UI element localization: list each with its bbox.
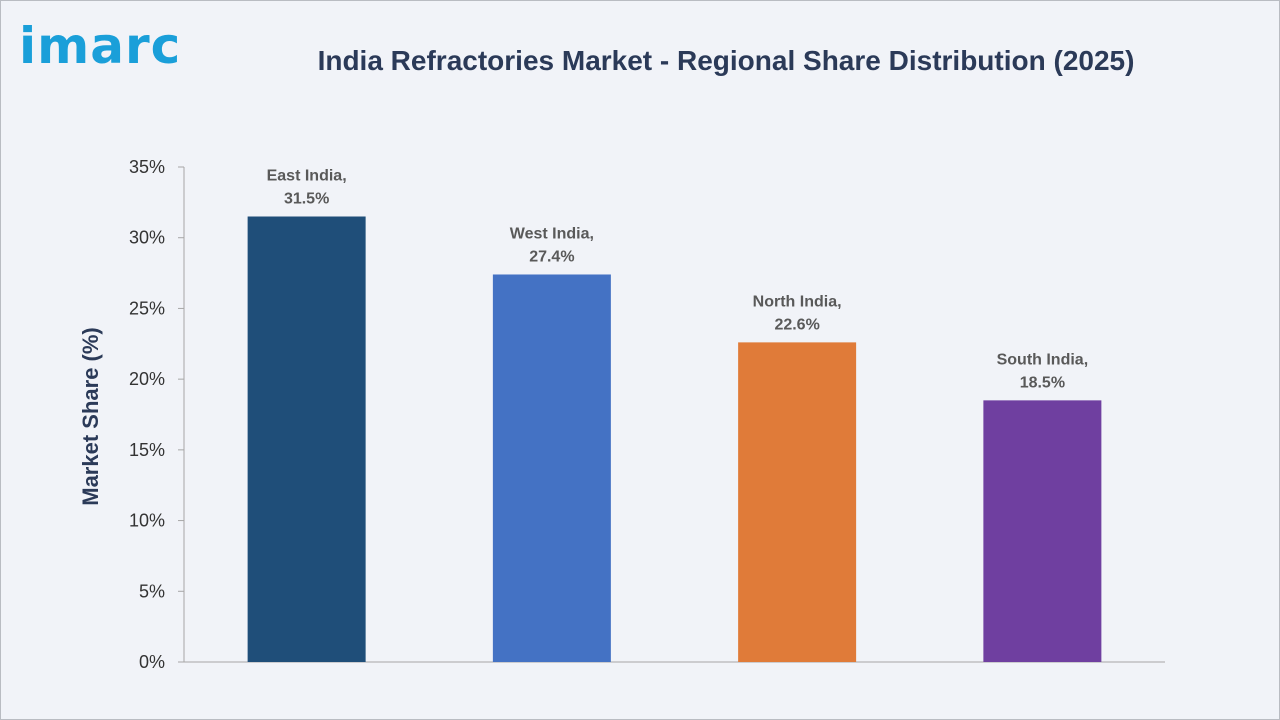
data-label-category: North India, [753, 293, 842, 310]
y-tick-label: 35% [129, 157, 165, 177]
y-tick-label: 10% [129, 511, 165, 531]
chart-title: India Refractories Market - Regional Sha… [317, 45, 1135, 76]
bar-east-india [247, 216, 366, 662]
y-tick-label: 15% [129, 440, 165, 460]
data-label-value: 18.5% [1020, 374, 1065, 391]
bar-west-india [492, 274, 611, 662]
y-tick-label: 30% [129, 228, 165, 248]
data-label-value: 22.6% [774, 316, 819, 333]
imarc-logo: imarc [19, 17, 182, 75]
y-tick-label: 20% [129, 369, 165, 389]
y-tick-label: 5% [139, 581, 165, 601]
data-label-value: 31.5% [284, 191, 329, 208]
data-label-category: East India, [267, 168, 347, 185]
data-label-value: 27.4% [529, 248, 574, 265]
y-tick-label: 25% [129, 298, 165, 318]
data-label-category: West India, [510, 225, 594, 242]
bar-south-india [983, 400, 1102, 662]
y-tick-label: 0% [139, 652, 165, 672]
bar-north-india [738, 342, 857, 662]
y-axis-title: Market Share (%) [78, 327, 103, 506]
data-label-category: South India, [997, 351, 1089, 368]
